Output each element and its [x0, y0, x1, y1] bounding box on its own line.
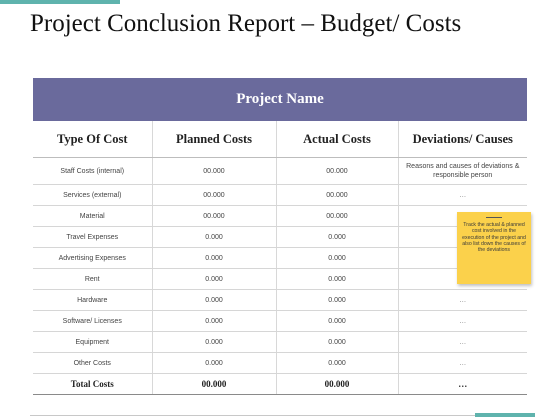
cell-type: Services (external) — [33, 184, 153, 206]
cell-actual: 0.000 — [276, 226, 399, 248]
cell-planned: 0.000 — [152, 226, 277, 248]
cell-total-label: Total Costs — [33, 373, 153, 395]
cell-planned: 0.000 — [152, 268, 277, 290]
cell-type: Advertising Expenses — [33, 247, 153, 269]
cell-actual: 0.000 — [276, 331, 399, 353]
cell-actual: 00.000 — [276, 184, 399, 206]
table-row: Equipment 0.000 0.000 … — [33, 331, 527, 353]
cell-actual: 0.000 — [276, 289, 399, 311]
cell-type: Material — [33, 205, 153, 227]
cell-actual: 0.000 — [276, 247, 399, 269]
cell-actual: 00.000 — [276, 157, 399, 185]
project-name-banner: Project Name — [33, 78, 527, 121]
cell-deviation: … — [398, 331, 527, 353]
header-deviations-causes: Deviations/ Causes — [398, 121, 527, 158]
cell-total-planned: 00.000 — [152, 373, 277, 395]
cell-total-deviation: … — [398, 373, 527, 395]
table-row: Software/ Licenses 0.000 0.000 … — [33, 310, 527, 332]
cell-planned: 00.000 — [152, 157, 277, 185]
sticky-note-text: Track the actual & planned cost involved… — [462, 222, 526, 254]
cell-deviation: … — [398, 289, 527, 311]
cell-planned: 0.000 — [152, 289, 277, 311]
total-row: Total Costs 00.000 00.000 … — [33, 373, 527, 395]
cell-planned: 0.000 — [152, 310, 277, 332]
bottom-accent-bar — [475, 413, 535, 417]
bottom-divider — [30, 415, 530, 416]
cell-deviation: Reasons and causes of deviations & respo… — [398, 157, 527, 185]
table-row: Advertising Expenses 0.000 0.000 — [33, 247, 527, 269]
cell-actual: 0.000 — [276, 310, 399, 332]
table-row: Other Costs 0.000 0.000 … — [33, 352, 527, 374]
cell-actual: 00.000 — [276, 205, 399, 227]
cell-deviation: … — [398, 310, 527, 332]
budget-table: Type Of Cost Planned Costs Actual Costs … — [33, 121, 527, 395]
sticky-note-dash — [486, 217, 502, 218]
header-planned-costs: Planned Costs — [152, 121, 277, 158]
cell-planned: 00.000 — [152, 184, 277, 206]
cell-type: Staff Costs (internal) — [33, 157, 153, 185]
table-row: Staff Costs (internal) 00.000 00.000 Rea… — [33, 157, 527, 185]
slide-title: Project Conclusion Report – Budget/ Cost… — [30, 10, 462, 37]
cell-type: Software/ Licenses — [33, 310, 153, 332]
cell-planned: 0.000 — [152, 331, 277, 353]
table-row: Rent 0.000 0.000 — [33, 268, 527, 290]
cell-type: Rent — [33, 268, 153, 290]
sticky-note: Track the actual & planned cost involved… — [457, 212, 531, 284]
cell-actual: 0.000 — [276, 352, 399, 374]
cell-deviation: … — [398, 352, 527, 374]
cell-planned: 0.000 — [152, 352, 277, 374]
budget-table-container: Project Name Type Of Cost Planned Costs … — [33, 78, 527, 395]
table-row: Services (external) 00.000 00.000 … — [33, 184, 527, 206]
table-header-row: Type Of Cost Planned Costs Actual Costs … — [33, 121, 527, 158]
cell-planned: 00.000 — [152, 205, 277, 227]
top-accent-bar — [0, 0, 120, 4]
table-row: Material 00.000 00.000 — [33, 205, 527, 227]
cell-type: Hardware — [33, 289, 153, 311]
cell-deviation: … — [398, 184, 527, 206]
cell-planned: 0.000 — [152, 247, 277, 269]
cell-total-actual: 00.000 — [276, 373, 399, 395]
cell-type: Other Costs — [33, 352, 153, 374]
header-type-of-cost: Type Of Cost — [33, 121, 153, 158]
table-row: Hardware 0.000 0.000 … — [33, 289, 527, 311]
cell-type: Equipment — [33, 331, 153, 353]
header-actual-costs: Actual Costs — [276, 121, 399, 158]
cell-actual: 0.000 — [276, 268, 399, 290]
cell-type: Travel Expenses — [33, 226, 153, 248]
table-row: Travel Expenses 0.000 0.000 — [33, 226, 527, 248]
